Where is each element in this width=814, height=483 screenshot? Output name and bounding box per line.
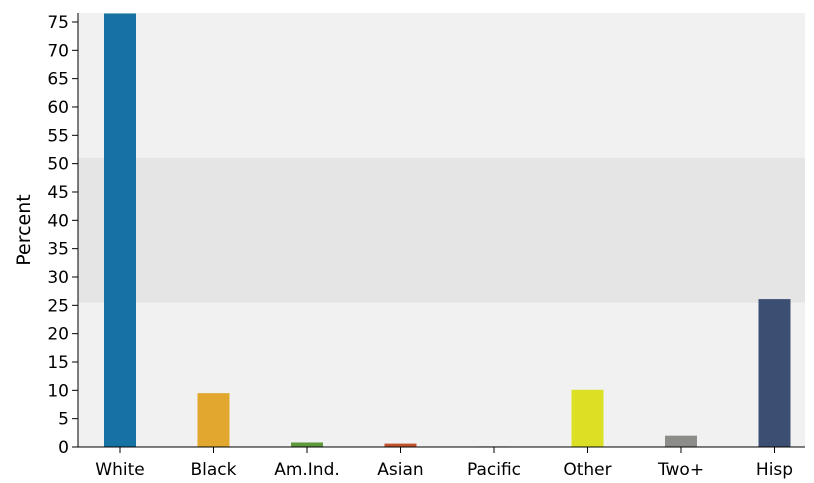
y-tick-label: 45 (47, 183, 69, 203)
shaded-band (78, 157, 805, 303)
bar-hisp (758, 299, 791, 447)
bar-two (665, 435, 697, 447)
x-tick-label: Black (191, 460, 237, 480)
x-tick-label: Pacific (467, 460, 521, 480)
y-tick-label: 65 (47, 70, 69, 90)
bar-am-ind (291, 442, 323, 447)
y-tick-label: 25 (47, 296, 69, 316)
y-tick-label: 15 (47, 353, 69, 373)
x-tick-label: Two+ (657, 460, 704, 480)
y-tick-label: 20 (47, 325, 69, 345)
x-tick-label: White (95, 460, 144, 480)
bar-black (197, 393, 230, 447)
y-tick-label: 10 (47, 381, 69, 401)
y-tick-label: 55 (47, 126, 69, 146)
bar-other (571, 389, 604, 447)
y-tick-label: 35 (47, 240, 69, 260)
y-axis-title: Percent (13, 194, 35, 266)
y-tick-label: 5 (58, 410, 69, 430)
x-ticks-group: White Black Am.Ind. Asian Pacific Other Two+ Hi… (95, 447, 793, 480)
y-tick-label: 60 (47, 98, 69, 118)
y-tick-label: 30 (47, 268, 69, 288)
bar-white (104, 13, 136, 448)
x-tick-label: Am.Ind. (274, 460, 340, 480)
x-tick-label: Asian (377, 460, 423, 480)
bars-group (104, 13, 791, 448)
bar-asian (384, 443, 417, 447)
y-tick-label: 70 (47, 41, 69, 61)
x-tick-label: Other (563, 460, 611, 480)
x-tick-label: Hisp (756, 460, 793, 480)
y-tick-label: 50 (47, 155, 69, 175)
y-ticks-group: 0 5 10 15 20 25 30 35 40 45 50 55 60 65 70 75 (47, 13, 78, 458)
y-tick-label: 0 (58, 438, 69, 458)
y-tick-label: 75 (47, 13, 69, 33)
y-tick-label: 40 (47, 211, 69, 231)
